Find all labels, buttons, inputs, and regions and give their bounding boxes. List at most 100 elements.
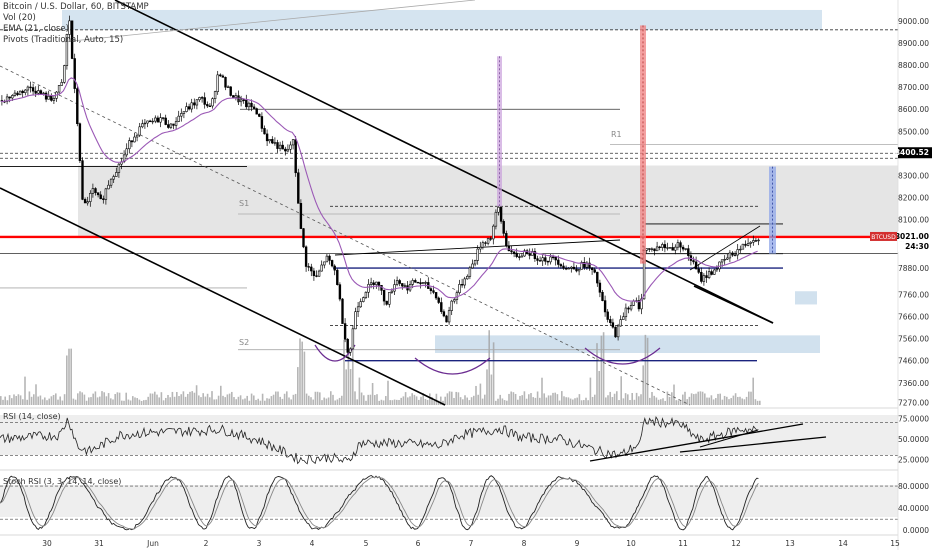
volume-bar — [442, 400, 444, 405]
candle-body — [627, 307, 630, 310]
short-position-tool — [640, 25, 646, 264]
candle-body — [263, 128, 266, 135]
candle-body — [5, 96, 9, 102]
time-tick-label: Jun — [146, 539, 159, 548]
candle-body — [681, 246, 685, 250]
volume-bars — [0, 330, 761, 405]
volume-bar — [400, 397, 402, 405]
volume-indicator-label[interactable]: Vol (20) — [3, 13, 36, 23]
candle-body — [570, 266, 573, 269]
volume-bar — [622, 398, 625, 405]
volume-bar — [440, 396, 442, 405]
rsi-tick-label: 25.0000 — [898, 456, 929, 465]
candle-body — [206, 104, 209, 107]
volume-bar — [662, 398, 664, 405]
countdown-badge-bg — [898, 241, 932, 252]
candle-body — [741, 243, 745, 250]
candle-body — [619, 319, 622, 327]
symbol-title[interactable]: Bitcoin / U.S. Dollar, 60, BITSTAMP — [3, 2, 149, 12]
volume-bar — [266, 398, 268, 405]
candle-body — [614, 326, 617, 338]
volume-bar — [673, 384, 675, 405]
candle-body — [73, 58, 76, 89]
volume-bar — [114, 394, 116, 405]
volume-bar — [435, 393, 438, 405]
volume-bar — [187, 393, 189, 405]
candle-body — [52, 98, 56, 101]
volume-bar — [138, 399, 141, 405]
candle-body — [104, 188, 108, 200]
volume-bar — [338, 397, 341, 405]
volume-bar — [596, 343, 598, 405]
volume-bar — [391, 400, 394, 405]
volume-bar — [490, 374, 493, 405]
candle-body — [94, 188, 97, 193]
pivots-indicator-label[interactable]: Pivots (Traditional, Auto, 15) — [3, 35, 124, 45]
candle-body — [453, 299, 456, 302]
volume-bar — [305, 393, 308, 405]
volume-bar — [28, 391, 31, 405]
candle-body — [338, 284, 342, 300]
ema-indicator-label[interactable]: EMA (21, close) — [3, 24, 69, 34]
volume-bar — [721, 399, 724, 405]
volume-bar — [294, 393, 297, 405]
candle-body — [354, 311, 357, 330]
candle-body — [687, 248, 690, 256]
volume-bar — [591, 396, 594, 405]
volume-bar — [609, 391, 611, 405]
candle-body — [76, 88, 79, 124]
stoch-rsi-pane-label[interactable]: Stoch RSI (3, 3, 14, 14, close) — [3, 477, 122, 486]
rsi-pane-label[interactable]: RSI (14, close) — [3, 412, 61, 421]
pivot-r1-label: R1 — [611, 130, 622, 139]
volume-bar — [198, 395, 200, 405]
volume-bar — [162, 400, 165, 405]
price-axis[interactable]: 9000.00 8900.00 8800.00 8700.00 8600.00 8500.… — [870, 0, 932, 550]
candle-body — [26, 86, 30, 91]
volume-bar — [402, 396, 405, 405]
volume-bar — [301, 341, 303, 405]
volume-bar — [598, 371, 600, 405]
volume-bar — [378, 400, 380, 405]
volume-bar — [444, 396, 446, 405]
volume-bar — [492, 342, 495, 405]
candle-body — [653, 248, 656, 252]
candle-body — [302, 228, 305, 248]
volume-bar — [81, 392, 83, 405]
dashed-trendline — [0, 65, 691, 406]
volume-bar — [30, 396, 33, 405]
volume-bar — [231, 391, 233, 405]
volume-bar — [398, 399, 400, 405]
candle-body — [320, 264, 323, 272]
volume-bar — [277, 391, 279, 405]
volume-bar — [132, 396, 134, 405]
candle-body — [268, 139, 271, 142]
rsi-tick-label: 75.0000 — [898, 414, 929, 423]
volume-bar — [411, 393, 413, 405]
volume-bar — [33, 394, 35, 405]
candle-body — [255, 108, 258, 115]
candle-body — [697, 268, 700, 273]
pattern-arc-2 — [584, 347, 661, 365]
volume-bar — [677, 400, 680, 405]
candle-body — [138, 126, 141, 136]
candle-body — [718, 261, 721, 270]
time-tick-label: 2 — [204, 539, 209, 548]
candle-body — [63, 65, 66, 83]
volume-bar — [745, 396, 748, 405]
volume-bar — [48, 398, 50, 405]
candlestick-series — [0, 15, 760, 356]
candle-body — [148, 120, 152, 123]
volume-bar — [418, 399, 420, 405]
volume-bar — [567, 397, 570, 405]
time-axis[interactable]: 30 31 Jun 2 3 4 5 6 7 8 9 10 11 12 13 14 15 — [42, 539, 900, 548]
volume-bar — [211, 391, 213, 405]
volume-bar — [635, 392, 638, 405]
volume-bar — [79, 391, 81, 405]
time-tick-label: 7 — [469, 539, 474, 548]
candle-body — [393, 284, 396, 292]
volume-bar — [193, 392, 196, 405]
volume-bar — [525, 398, 528, 405]
volume-bar — [189, 391, 191, 405]
candle-body — [447, 310, 451, 323]
